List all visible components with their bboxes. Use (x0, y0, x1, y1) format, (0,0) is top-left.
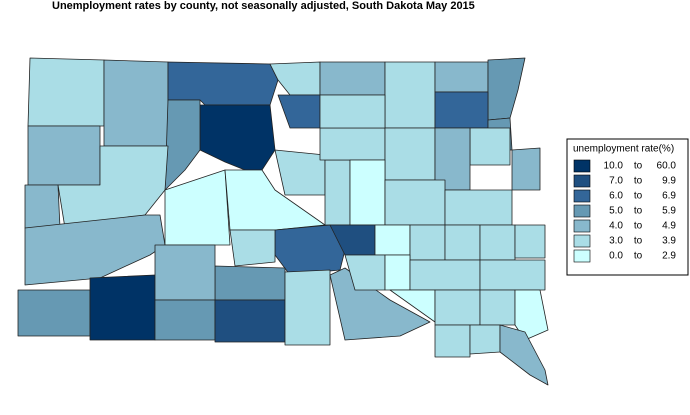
county (167, 61, 279, 106)
legend: unemployment rate(%) 10.0 to 60.0 7.0 to 9.9 6… (566, 138, 689, 276)
county (479, 224, 516, 261)
county (269, 61, 321, 96)
legend-separator: to (634, 161, 643, 172)
county (374, 224, 411, 256)
county (214, 265, 286, 301)
county (319, 94, 386, 129)
county (434, 324, 471, 358)
county (199, 104, 276, 171)
legend-separator: to (634, 236, 643, 247)
county (324, 159, 351, 226)
legend-swatch (573, 159, 591, 173)
county (24, 184, 61, 229)
county (277, 94, 321, 129)
county (384, 127, 436, 181)
legend-separator: to (634, 221, 643, 232)
county-map (17, 57, 549, 386)
county (384, 179, 446, 226)
legend-swatch (573, 204, 591, 218)
county (487, 57, 526, 121)
county (479, 259, 546, 291)
legend-separator: to (634, 191, 643, 202)
county (319, 61, 386, 96)
legend-separator: to (634, 251, 643, 262)
legend-high: 4.9 (662, 221, 676, 232)
legend-low: 4.0 (609, 221, 623, 232)
legend-high: 9.9 (662, 176, 676, 187)
legend-swatch (573, 249, 591, 263)
legend-swatch (573, 219, 591, 233)
legend-high: 60.0 (657, 161, 677, 172)
county (479, 289, 516, 326)
legend-title: unemployment rate(%) (573, 144, 674, 155)
county (444, 189, 513, 226)
county (319, 127, 386, 161)
county (214, 299, 286, 343)
county (384, 254, 411, 291)
county (434, 289, 481, 326)
legend-high: 3.9 (662, 236, 676, 247)
county (24, 214, 166, 286)
county (274, 149, 326, 196)
county (409, 224, 446, 261)
county (499, 324, 549, 386)
county (514, 224, 546, 259)
county (27, 125, 101, 186)
legend-high: 2.9 (662, 251, 676, 262)
county (164, 99, 201, 191)
legend-low: 6.0 (609, 191, 623, 202)
county (154, 299, 216, 341)
county (469, 324, 501, 355)
county (349, 159, 386, 226)
county (17, 289, 91, 337)
county (164, 169, 231, 246)
legend-swatch (573, 189, 591, 203)
county (409, 259, 481, 291)
legend-low: 3.0 (609, 236, 623, 247)
map-title: Unemployment rates by county, not season… (52, 0, 475, 12)
county (384, 61, 436, 129)
county (154, 244, 216, 301)
county (103, 59, 169, 147)
legend-low: 7.0 (609, 176, 623, 187)
county (434, 61, 489, 93)
county (514, 289, 549, 341)
county (89, 274, 156, 341)
legend-separator: to (634, 206, 643, 217)
county (444, 224, 481, 261)
legend-high: 6.9 (662, 191, 676, 202)
county (511, 147, 541, 191)
county (284, 269, 331, 346)
county (434, 91, 489, 129)
legend-swatch (573, 174, 591, 188)
legend-low: 0.0 (609, 251, 623, 262)
county (27, 57, 105, 127)
county (229, 229, 276, 267)
legend-low: 10.0 (604, 161, 624, 172)
legend-separator: to (634, 176, 643, 187)
legend-low: 5.0 (609, 206, 623, 217)
legend-high: 5.9 (662, 206, 676, 217)
county (469, 127, 511, 166)
legend-swatch (573, 234, 591, 248)
